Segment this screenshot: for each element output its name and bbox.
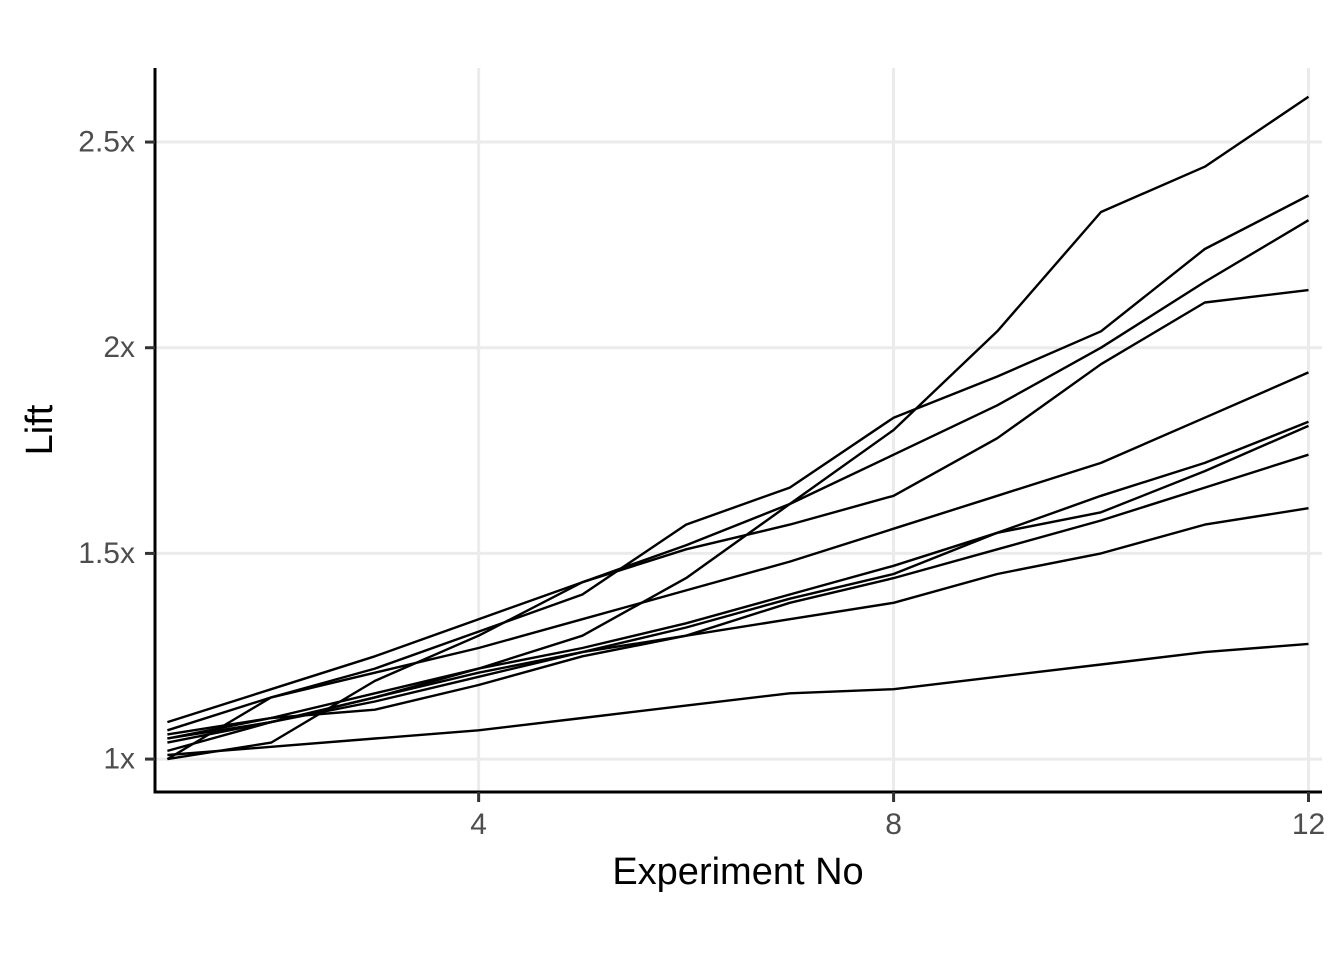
y-axis-title: Lift (19, 404, 61, 455)
ticks: 1x 1.5x 2x 2.5x 4 8 12 (78, 126, 1325, 841)
series-line-7 (167, 424, 1309, 744)
x-tick-label: 12 (1292, 808, 1325, 841)
y-tick-label: 1.5x (78, 537, 135, 570)
x-axis-title: Experiment No (612, 851, 863, 893)
y-tick-label: 1x (103, 743, 135, 776)
series-line-3 (167, 95, 1310, 753)
series-lines (166, 95, 1310, 761)
axes (153, 68, 1322, 794)
series-line-4 (167, 288, 1309, 724)
series-line-5 (167, 371, 1309, 732)
x-tick-label: 4 (470, 808, 487, 841)
y-tick-label: 2.5x (78, 126, 135, 159)
series-line-10 (167, 642, 1309, 757)
x-tick-label: 8 (885, 808, 902, 841)
series-line-2 (167, 219, 1310, 761)
series-line-6 (167, 420, 1309, 740)
series-line-8 (167, 453, 1309, 736)
series-line-1 (166, 194, 1310, 761)
y-tick-label: 2x (103, 331, 135, 364)
series-line-9 (167, 507, 1309, 740)
